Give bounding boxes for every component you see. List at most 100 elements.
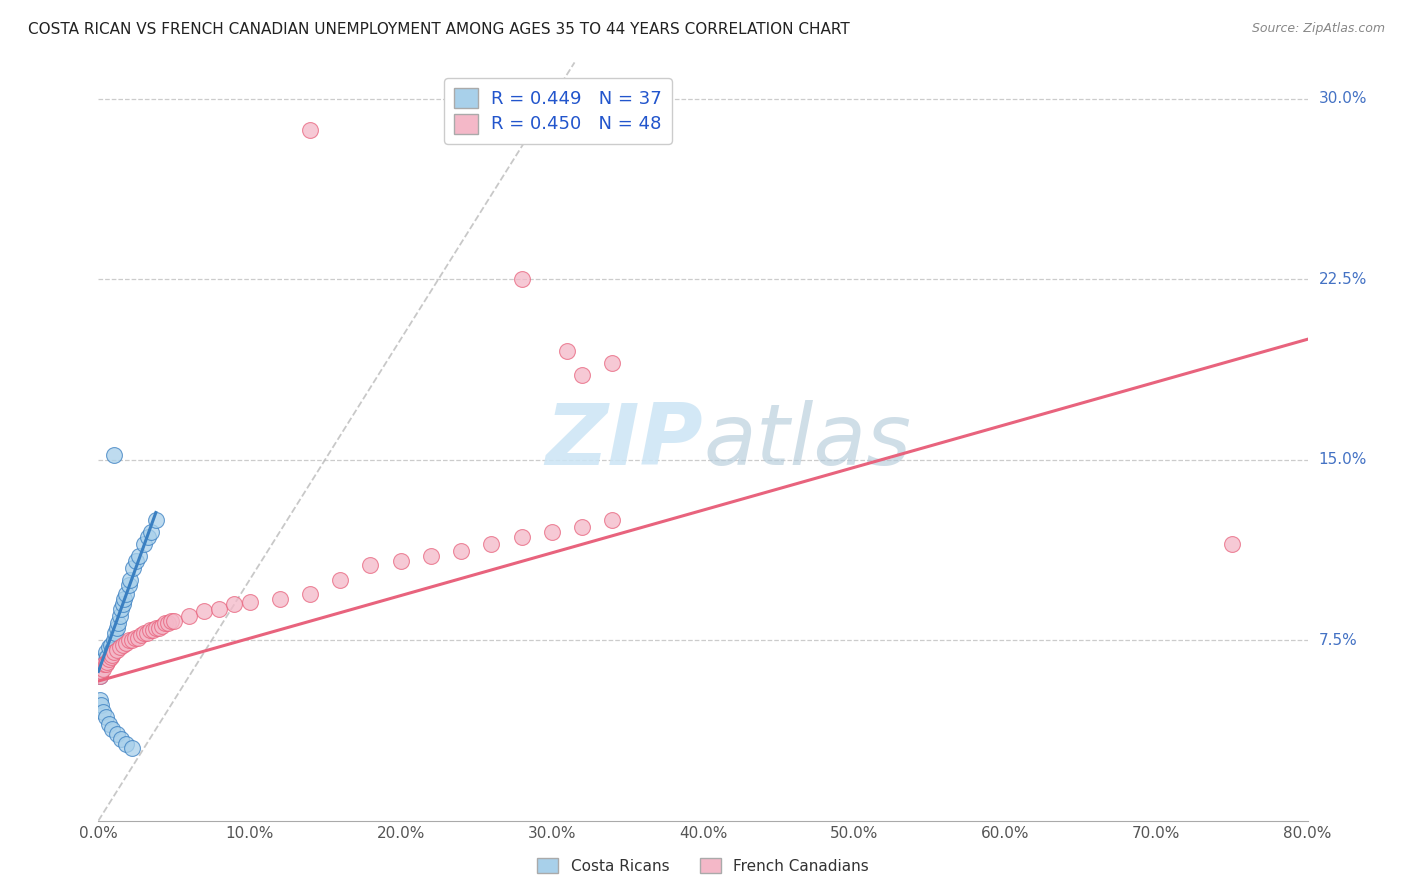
Point (481, 537, 503, 551)
Point (239, 594, 262, 608)
Point (93, 652, 115, 666)
Text: COSTA RICAN VS FRENCH CANADIAN UNEMPLOYMENT AMONG AGES 35 TO 44 YEARS CORRELATIO: COSTA RICAN VS FRENCH CANADIAN UNEMPLOYM… (28, 22, 849, 37)
Point (118, 633, 141, 648)
Point (150, 618, 173, 632)
Point (540, 524, 562, 539)
Point (105, 727, 128, 741)
Point (510, 530, 533, 544)
Point (136, 530, 159, 544)
Point (179, 609, 201, 624)
Point (114, 635, 136, 649)
Text: Source: ZipAtlas.com: Source: ZipAtlas.com (1251, 22, 1385, 36)
Point (101, 722, 124, 736)
Point (153, 616, 176, 631)
Point (100, 650, 122, 665)
Point (100, 638, 122, 652)
Point (135, 626, 157, 640)
Text: atlas: atlas (703, 400, 911, 483)
Point (389, 554, 412, 568)
Point (114, 737, 136, 751)
Point (142, 624, 165, 638)
Point (91, 657, 114, 672)
Point (111, 638, 134, 652)
Point (107, 616, 129, 631)
Point (571, 520, 593, 534)
Point (160, 614, 183, 628)
Point (139, 624, 162, 638)
Point (208, 602, 231, 616)
Point (329, 573, 352, 587)
Point (91, 662, 114, 676)
Point (98, 717, 121, 731)
Point (94, 710, 117, 724)
Point (90, 665, 112, 679)
Point (121, 633, 143, 648)
Point (103, 448, 125, 462)
Point (101, 648, 124, 662)
Text: ZIP: ZIP (546, 400, 703, 483)
Point (90, 698, 112, 712)
Point (224, 597, 246, 611)
Point (101, 642, 124, 657)
Point (145, 621, 167, 635)
Text: 30.0%: 30.0% (1319, 91, 1367, 106)
Point (193, 604, 215, 618)
Point (110, 602, 132, 616)
Point (128, 549, 150, 563)
Point (129, 628, 152, 642)
Point (510, 272, 533, 286)
Text: 7.5%: 7.5% (1319, 632, 1357, 648)
Point (145, 513, 167, 527)
Point (103, 633, 125, 648)
Point (103, 645, 125, 659)
Point (124, 631, 146, 645)
Point (110, 731, 132, 746)
Point (108, 640, 131, 655)
Point (94, 657, 117, 672)
Point (299, 587, 322, 601)
Point (450, 544, 472, 558)
Point (91, 706, 114, 720)
Point (96, 655, 118, 669)
Point (420, 549, 443, 563)
Point (108, 609, 131, 624)
Point (125, 554, 148, 568)
Point (602, 356, 624, 370)
Point (98, 652, 121, 666)
Point (111, 597, 134, 611)
Point (89, 693, 111, 707)
Point (156, 616, 179, 631)
Point (132, 537, 155, 551)
Legend: Costa Ricans, French Canadians: Costa Ricans, French Canadians (531, 852, 875, 880)
Point (141, 524, 163, 539)
Point (132, 626, 155, 640)
Point (93, 657, 115, 672)
Point (1220, 537, 1243, 551)
Point (105, 621, 128, 635)
Point (122, 561, 145, 575)
Point (163, 614, 186, 628)
Text: 15.0%: 15.0% (1319, 452, 1367, 467)
Point (89, 669, 111, 683)
Point (96, 650, 118, 665)
Legend: R = 0.449   N = 37, R = 0.450   N = 48: R = 0.449 N = 37, R = 0.450 N = 48 (444, 78, 672, 144)
Point (114, 587, 136, 601)
Point (98, 640, 121, 655)
Point (148, 621, 170, 635)
Point (299, 123, 322, 137)
Point (118, 578, 141, 592)
Point (127, 631, 149, 645)
Point (269, 592, 291, 607)
Point (120, 573, 142, 587)
Point (89, 669, 111, 683)
Point (90, 662, 112, 676)
Point (555, 344, 578, 359)
Point (602, 513, 624, 527)
Point (94, 645, 117, 659)
Text: 22.5%: 22.5% (1319, 271, 1367, 286)
Point (121, 741, 143, 756)
Point (105, 642, 128, 657)
Point (112, 592, 135, 607)
Point (104, 626, 127, 640)
Point (571, 368, 593, 383)
